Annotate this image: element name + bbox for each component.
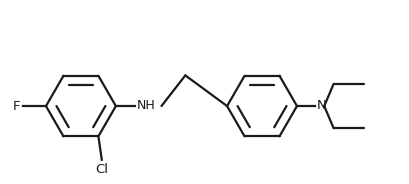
Text: F: F (13, 100, 20, 113)
Text: NH: NH (137, 99, 156, 112)
Text: Cl: Cl (95, 163, 108, 176)
Text: N: N (317, 99, 326, 112)
